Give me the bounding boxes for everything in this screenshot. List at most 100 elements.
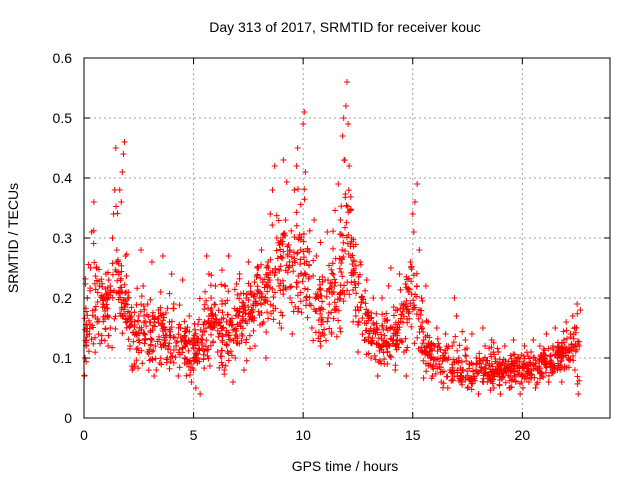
data-point [202,343,209,350]
data-point [250,327,257,334]
data-point [492,366,499,373]
data-point [212,283,219,289]
data-point [331,299,338,306]
data-point [339,133,346,139]
data-point [208,295,215,301]
data-point [114,277,121,284]
data-point [84,312,91,319]
data-point [136,339,143,346]
data-point [173,343,180,349]
data-point [563,327,570,334]
data-point [363,277,370,283]
data-point [447,367,454,373]
data-point [448,377,455,384]
data-point [224,311,231,318]
data-point [297,246,304,253]
data-point [191,320,198,327]
data-point [380,326,387,333]
data-point [338,203,345,210]
data-point [449,361,456,368]
data-point [276,283,283,289]
data-point [147,342,154,349]
data-point [315,295,322,301]
data-point [444,373,451,380]
data-point [128,321,135,328]
data-point [435,340,442,347]
data-point [532,385,539,391]
data-point [280,157,287,163]
data-point [301,254,308,261]
data-point [354,349,361,355]
data-point [220,324,227,331]
data-point [407,259,414,265]
data-point [520,353,527,360]
data-point [326,262,333,269]
data-point [542,369,549,376]
data-point [228,322,235,329]
data-point [197,326,204,333]
data-point [263,271,270,278]
data-point [545,372,552,379]
data-point [190,335,197,342]
data-point [109,260,116,267]
data-point [261,276,268,283]
data-point [234,307,241,313]
data-point [484,357,491,364]
data-point [113,203,120,210]
data-point [122,253,129,259]
data-point [333,333,340,340]
data-point [123,289,130,296]
data-point [260,319,267,325]
data-point [232,355,239,361]
data-point [337,290,344,297]
data-point [286,247,293,254]
data-point [390,330,397,337]
data-point [339,273,346,280]
data-point [105,343,112,349]
data-point [362,287,369,294]
data-point [128,304,135,311]
data-point [560,337,567,343]
data-point [133,357,140,364]
data-point [453,313,460,319]
data-point [422,333,429,340]
data-point [92,286,99,293]
data-point [161,323,168,330]
data-point [234,335,241,342]
data-point [202,288,209,295]
data-point [167,350,174,357]
data-point [118,299,125,306]
data-point [177,325,184,331]
data-point [277,280,284,287]
data-point [359,315,366,322]
data-point [121,139,128,145]
data-point [358,294,365,301]
data-point [456,375,463,382]
data-point [187,357,194,364]
data-point [241,302,248,309]
data-point [145,367,152,374]
data-point [403,306,410,313]
data-point [230,379,237,385]
data-point [243,357,250,364]
data-point [207,342,214,349]
data-point [531,362,538,369]
data-point [352,313,359,319]
data-point [332,207,339,214]
data-point [183,372,190,379]
data-point [134,285,141,292]
data-point [270,302,277,309]
data-point [365,313,372,319]
data-point [393,337,400,344]
data-point [291,255,298,262]
data-point [91,259,98,266]
data-point [201,301,208,308]
data-point [86,331,93,337]
data-point [464,372,471,379]
data-point [176,321,183,328]
data-point [576,377,583,384]
data-point [242,339,249,346]
data-point [196,295,203,302]
data-point [167,358,174,365]
data-point [372,331,379,337]
